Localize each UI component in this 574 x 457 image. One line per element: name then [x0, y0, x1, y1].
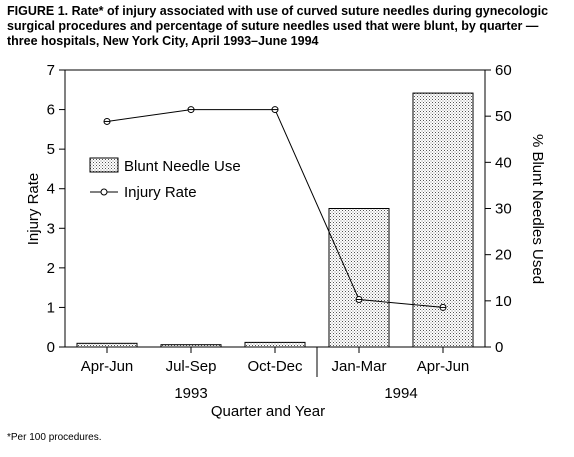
x-tick-label: Jul-Sep [166, 358, 217, 375]
right-tick-label: 10 [495, 293, 512, 310]
year-label: 1994 [384, 385, 417, 402]
left-tick-label: 2 [47, 260, 55, 277]
x-axis: Apr-Jun Jul-Sep Oct-Dec Jan-Mar Apr-Jun 1993 1… [81, 347, 470, 402]
legend-swatch-bar [89, 157, 119, 173]
right-tick-label: 60 [495, 62, 512, 79]
x-tick-label: Apr-Jun [81, 358, 134, 375]
year-label: 1993 [174, 385, 207, 402]
right-axis: 0 10 20 30 40 50 60 [485, 62, 512, 356]
x-tick-label: Apr-Jun [417, 358, 470, 375]
left-tick-label: 4 [47, 181, 55, 198]
right-tick-label: 40 [495, 154, 512, 171]
figure-caption: FIGURE 1. Rate* of injury associated wit… [7, 4, 549, 48]
bar-3 [328, 208, 390, 348]
y-axis-title-right: % Blunt Needles Used [529, 134, 546, 284]
injury-rate-line [106, 109, 444, 308]
left-tick-label: 5 [47, 141, 55, 158]
right-tick-label: 0 [495, 339, 503, 356]
left-tick-label: 1 [47, 299, 55, 316]
footnote: *Per 100 procedures. [7, 432, 102, 443]
x-tick-label: Jan-Mar [331, 358, 386, 375]
left-tick-label: 7 [47, 62, 55, 79]
bar-2 [244, 341, 306, 348]
x-tick-label: Oct-Dec [247, 358, 303, 375]
left-tick-label: 3 [47, 220, 55, 237]
left-axis: 0 1 2 3 4 5 6 7 [47, 62, 65, 356]
right-tick-label: 50 [495, 108, 512, 125]
legend-label-blunt: Blunt Needle Use [124, 158, 241, 175]
right-tick-label: 20 [495, 247, 512, 264]
left-tick-label: 6 [47, 102, 55, 119]
right-tick-label: 30 [495, 201, 512, 218]
legend-swatch-marker [100, 188, 108, 196]
y-axis-title: Injury Rate [25, 173, 42, 246]
left-tick-label: 0 [47, 339, 55, 356]
legend-label-injury: Injury Rate [124, 184, 197, 201]
legend: Blunt Needle Use Injury Rate [89, 157, 241, 201]
line-series [103, 106, 447, 311]
bar-0 [76, 342, 138, 348]
bar-series [76, 92, 474, 348]
x-axis-title: Quarter and Year [211, 403, 325, 420]
